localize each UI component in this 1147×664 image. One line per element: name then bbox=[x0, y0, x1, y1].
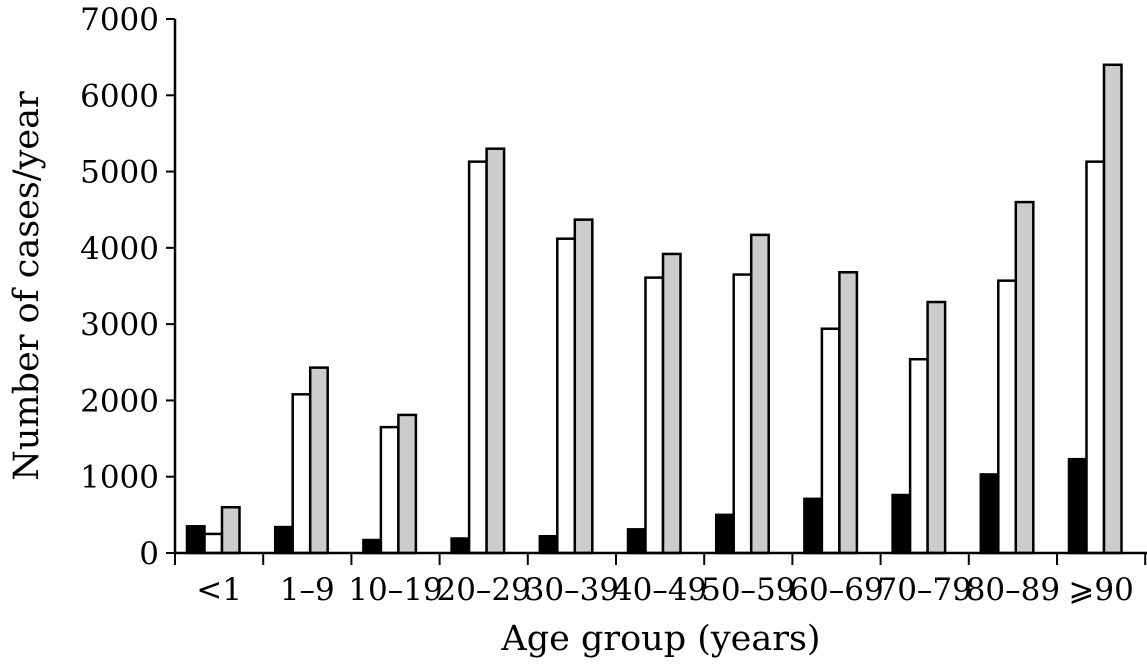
bars-group bbox=[185, 63, 1123, 555]
x-category-label: ⩾90 bbox=[1068, 572, 1133, 608]
y-axis-ticks: 0 1000 2000 3000 4000 5000 6000 7000 bbox=[80, 2, 175, 572]
y-tick-label: 7000 bbox=[80, 2, 159, 38]
bar-series-2 bbox=[997, 279, 1018, 555]
bar-series-3 bbox=[397, 413, 418, 555]
bar-series-1 bbox=[362, 538, 383, 555]
x-category-label: 80–89 bbox=[966, 572, 1060, 608]
y-tick-label: 5000 bbox=[80, 155, 159, 191]
bar-series-1 bbox=[273, 525, 294, 555]
x-category-label: 40–49 bbox=[613, 572, 707, 608]
y-tick-label: 1000 bbox=[80, 460, 159, 496]
y-tick-label: 6000 bbox=[80, 78, 159, 114]
bar-series-2 bbox=[644, 276, 665, 555]
x-category-label: 20–29 bbox=[436, 572, 530, 608]
y-tick-label: 4000 bbox=[80, 231, 159, 267]
bar-series-2 bbox=[908, 357, 929, 555]
x-category-label: <1 bbox=[196, 572, 242, 608]
bar-series-3 bbox=[838, 271, 859, 555]
bar-series-1 bbox=[1067, 457, 1088, 555]
x-category-label: 60–69 bbox=[789, 572, 883, 608]
bar-series-3 bbox=[926, 300, 947, 555]
bar-series-2 bbox=[379, 425, 400, 555]
bar-series-1 bbox=[538, 534, 559, 555]
x-axis-title: Age group (years) bbox=[500, 619, 820, 659]
x-category-label: 70–79 bbox=[877, 572, 971, 608]
bar-series-3 bbox=[1102, 63, 1123, 555]
bar-series-1 bbox=[803, 497, 824, 555]
y-axis-title: Number of cases/year bbox=[7, 91, 47, 481]
bar-series-3 bbox=[573, 218, 594, 555]
bar-series-3 bbox=[220, 505, 241, 555]
bar-series-2 bbox=[1085, 160, 1106, 555]
bar-series-3 bbox=[308, 366, 329, 555]
bar-series-3 bbox=[749, 233, 770, 555]
bar-series-2 bbox=[556, 237, 577, 555]
bar-series-2 bbox=[467, 160, 488, 555]
y-tick-label: 3000 bbox=[80, 307, 159, 343]
bar-series-1 bbox=[979, 473, 1000, 555]
y-tick-label: 2000 bbox=[80, 383, 159, 419]
x-category-label: 1–9 bbox=[280, 572, 335, 608]
bar-series-2 bbox=[291, 393, 312, 555]
bar-series-1 bbox=[450, 537, 471, 555]
bar-series-3 bbox=[661, 252, 682, 555]
bar-series-1 bbox=[626, 528, 647, 555]
bar-series-1 bbox=[185, 525, 206, 555]
bar-series-1 bbox=[891, 493, 912, 555]
x-axis-ticks: <1 1–9 10–1920–2930–3940–4950–5960–6970–79… bbox=[174, 553, 1147, 608]
x-category-label: 10–19 bbox=[348, 572, 442, 608]
bar-series-2 bbox=[732, 273, 753, 555]
bar-series-3 bbox=[485, 147, 506, 555]
x-category-label: 30–39 bbox=[525, 572, 619, 608]
bar-series-1 bbox=[714, 513, 735, 555]
y-tick-label: 0 bbox=[139, 536, 159, 572]
bar-series-3 bbox=[1014, 200, 1035, 555]
x-category-label: 50–59 bbox=[701, 572, 795, 608]
bar-series-2 bbox=[820, 327, 841, 555]
bar-series-2 bbox=[203, 532, 224, 555]
